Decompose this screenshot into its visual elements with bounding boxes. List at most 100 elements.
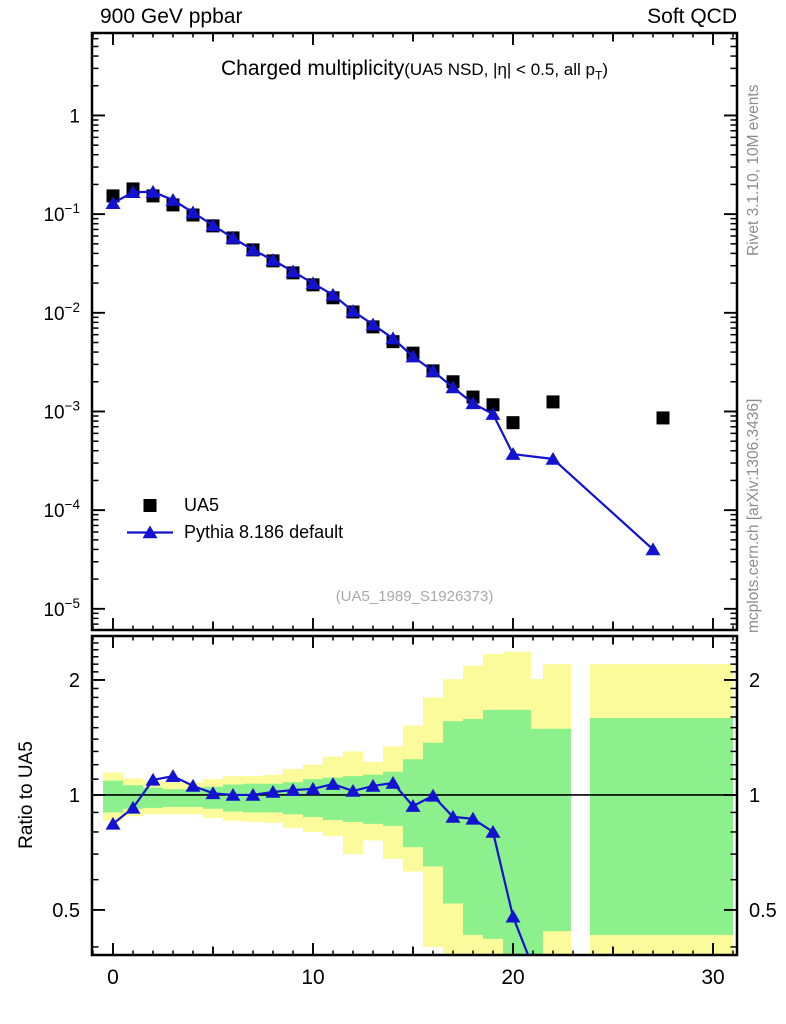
data-point-triangle (385, 331, 401, 345)
plot-title-cuts: (UA5 NSD, |η| < 0.5, all pT) (404, 60, 608, 83)
axis-tick-labels: 110−110−210−310−410−50.5 0.51 12 20 10 20 30 (43, 106, 776, 989)
tick-label: 10−5 (43, 596, 80, 621)
data-point-triangle (365, 317, 381, 331)
analysis-id-watermark: (UA5_1989_S1926373) (335, 588, 494, 605)
data-point-triangle (225, 230, 241, 244)
data-point-triangle (505, 447, 521, 460)
data-point-square (656, 411, 670, 425)
ratio-uncertainty-bands (103, 651, 733, 955)
data-point-triangle (405, 349, 421, 363)
main-series (105, 182, 670, 556)
legend-label-ua5: UA5 (184, 495, 220, 515)
legend-label-pythia: Pythia 8.186 default (184, 522, 344, 542)
green-band-bin (183, 789, 203, 807)
data-point-triangle (125, 185, 141, 198)
data-point-triangle (425, 788, 441, 802)
data-point-square (506, 416, 520, 430)
data-point-triangle (105, 816, 121, 830)
tick-label: 10−2 (43, 300, 80, 325)
legend: UA5 Pythia 8.186 default (127, 492, 343, 546)
data-point-triangle (165, 769, 181, 782)
tick-label: 20 (501, 966, 524, 989)
data-point-triangle (405, 799, 421, 812)
data-point-triangle (185, 205, 201, 219)
tick-label: 1 (69, 106, 80, 127)
data-point-triangle (345, 304, 361, 317)
legend-item-ua5: UA5 (127, 492, 343, 519)
data-point-triangle (505, 909, 521, 923)
ratio-line (112, 774, 530, 955)
data-point-square (546, 395, 560, 409)
data-point-triangle (105, 196, 121, 210)
tick-label: 2 (749, 670, 760, 692)
green-band-bin (123, 785, 143, 809)
tick-label: 10−3 (43, 398, 80, 423)
data-point-triangle (245, 787, 261, 801)
beam-energy-title: 900 GeV ppbar (100, 5, 243, 28)
data-point-triangle (325, 777, 341, 790)
data-point-triangle (205, 218, 221, 232)
data-point-triangle (385, 775, 401, 789)
pythia-triangle-line-marker-icon (127, 525, 173, 539)
data-point-triangle (425, 364, 441, 377)
tick-label: 0.5 (52, 900, 80, 922)
green-band-bin (423, 742, 443, 867)
pythia-series (105, 184, 661, 556)
green-band-bin (463, 719, 483, 935)
data-point-triangle (325, 287, 341, 301)
data-point-triangle (205, 786, 221, 800)
axis-ticks (92, 33, 737, 955)
data-point-triangle (445, 380, 461, 394)
tick-label: 10−1 (43, 201, 80, 226)
data-point-triangle (485, 407, 501, 420)
data-point-triangle (305, 781, 321, 795)
tick-label: 0 (107, 966, 119, 989)
tick-label: 1 (749, 785, 760, 807)
tick-label: 30 (701, 966, 724, 989)
green-band-bin (343, 776, 363, 822)
green-band-bin (543, 728, 571, 932)
ratio-axis-label: Ratio to UA5 (16, 741, 37, 849)
ua5-square-marker-icon (143, 499, 157, 512)
data-point-triangle (265, 253, 281, 266)
green-band-bin (531, 728, 543, 955)
green-band-bin (590, 718, 733, 935)
data-point-triangle (285, 264, 301, 278)
data-point-triangle (185, 778, 201, 792)
tick-label: 10−4 (43, 497, 80, 522)
data-point-triangle (365, 778, 381, 792)
data-point-triangle (145, 772, 161, 786)
data-point-triangle (265, 784, 281, 798)
data-point-triangle (345, 784, 361, 797)
process-group-title: Soft QCD (647, 5, 737, 28)
green-band-bin (163, 789, 183, 807)
data-point-square (486, 398, 500, 412)
ua5-series (106, 182, 670, 430)
green-band-bin (503, 709, 531, 955)
data-point-triangle (225, 787, 241, 801)
data-point-triangle (245, 242, 261, 256)
data-point-triangle (465, 811, 481, 825)
data-point-triangle (305, 276, 321, 290)
data-point-triangle (165, 193, 181, 206)
green-band-bin (103, 780, 123, 813)
mcplots-reference-side-label: mcplots.cern.ch [arXiv:1306.3436] (745, 398, 762, 633)
tick-label: 0.5 (749, 900, 777, 922)
tick-label: 10 (301, 966, 324, 989)
data-point-triangle (445, 809, 461, 823)
data-point-triangle (145, 184, 161, 198)
data-point-triangle (545, 451, 561, 465)
tick-label: 1 (69, 785, 80, 807)
data-point-triangle (125, 800, 141, 814)
rivet-version-side-label: Rivet 3.1.10, 10M events (745, 84, 762, 256)
plot-title: Charged multiplicity(UA5 NSD, |η| < 0.5,… (92, 57, 737, 82)
data-point-triangle (285, 783, 301, 796)
legend-item-pythia: Pythia 8.186 default (127, 519, 343, 546)
green-band-bin (483, 709, 503, 939)
ratio-series (105, 769, 530, 955)
data-point-square (106, 189, 120, 203)
data-point-triangle (485, 824, 501, 838)
tick-label: 2 (69, 670, 80, 692)
